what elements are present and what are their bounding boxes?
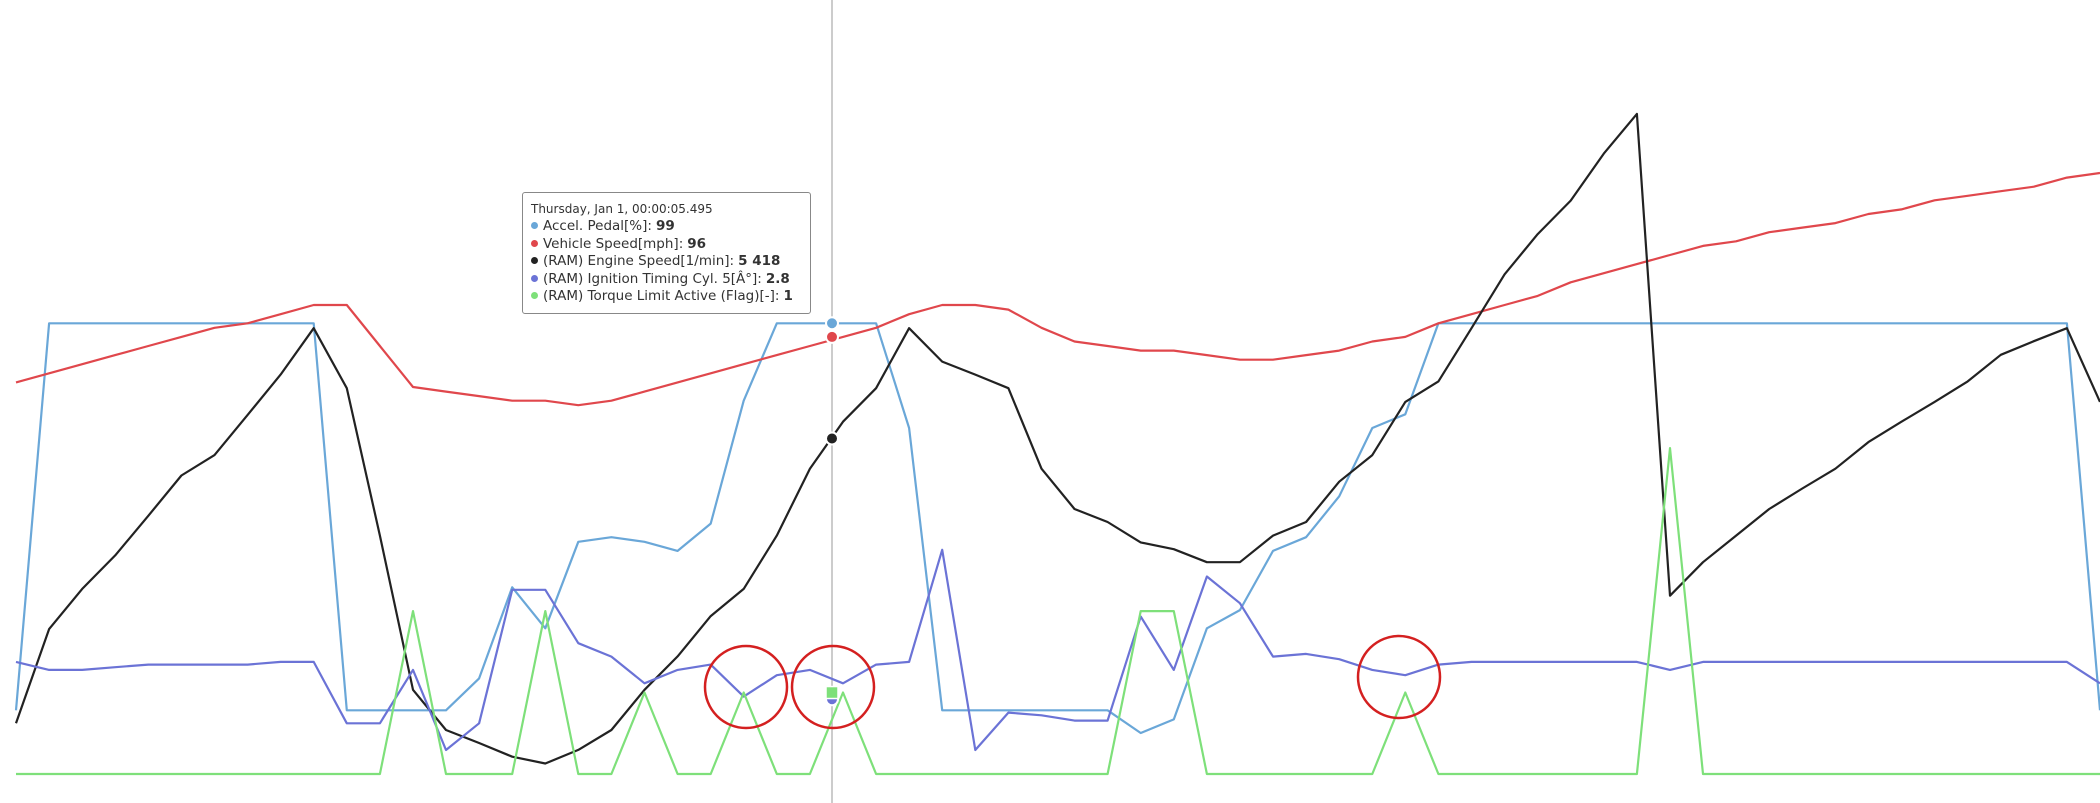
hover-marker — [825, 685, 839, 700]
highlight-circle — [1356, 634, 1442, 720]
series-dot — [531, 274, 538, 282]
tooltip-row: Accel. Pedal[%]: 99 — [531, 218, 802, 236]
annotations — [703, 634, 1442, 730]
series-line — [14, 322, 2100, 735]
hover-marker — [825, 329, 839, 344]
tooltip-row: Vehicle Speed[mph]: 96 — [531, 236, 802, 254]
tooltip-label: (RAM) Engine Speed[1/min]: — [543, 253, 735, 269]
plot — [14, 112, 2100, 776]
tooltip-value: 96 — [687, 235, 707, 252]
tooltip-row: (RAM) Engine Speed[1/min]: 5 418 — [531, 253, 802, 271]
series-dot — [531, 257, 538, 264]
hover-marker — [825, 431, 839, 446]
tooltip-value: 5 418 — [738, 253, 781, 269]
hover-marker — [825, 316, 839, 331]
tooltip-label: (RAM) Torque Limit Active (Flag)[-]: — [543, 288, 780, 304]
highlight-circle — [703, 644, 789, 730]
tooltip-date: Thursday, Jan 1, 00:00:05.495 — [531, 202, 713, 216]
tooltip-label: Accel. Pedal[%]: — [543, 218, 652, 234]
series-line — [15, 548, 2100, 752]
highlight-circle — [790, 644, 876, 730]
series-line — [14, 112, 2100, 765]
tooltip: Thursday, Jan 1, 00:00:05.495 Accel. Ped… — [522, 192, 811, 314]
tooltip-row: (RAM) Ignition Timing Cyl. 5[Â°]: 2.8 — [531, 271, 802, 289]
series-line — [15, 171, 2100, 407]
tooltip-label: (RAM) Ignition Timing Cyl. 5[Â°]: — [543, 270, 762, 287]
tooltip-label: Vehicle Speed[mph]: — [543, 235, 684, 252]
series-dot — [531, 222, 538, 229]
series-line — [16, 447, 2100, 776]
tooltip-row: (RAM) Torque Limit Active (Flag)[-]: 1 — [531, 288, 802, 306]
tooltip-value: 99 — [655, 218, 675, 234]
tooltip-value: 1 — [783, 288, 793, 304]
series-dot — [531, 292, 538, 299]
tooltip-value: 2.8 — [765, 270, 790, 287]
series-dot — [531, 239, 538, 247]
